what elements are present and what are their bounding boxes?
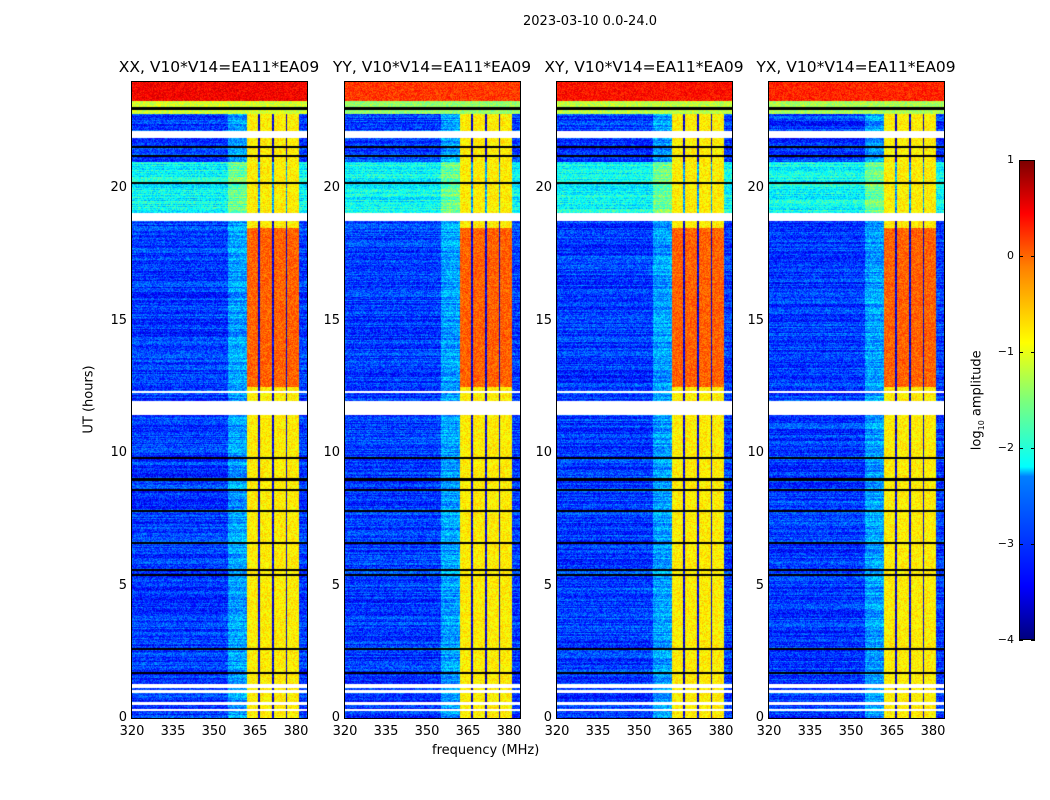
x-tick-label: 380	[496, 724, 522, 739]
x-tick-label: 335	[373, 724, 399, 739]
colorbar-label-text: amplitude	[969, 350, 985, 421]
colorbar-label-log: log	[969, 430, 985, 451]
spectrogram-panel	[768, 81, 945, 719]
y-tick-label: 0	[331, 710, 340, 725]
spectrogram-panel	[131, 81, 308, 719]
x-tick-label: 320	[332, 724, 358, 739]
x-tick-label: 350	[626, 724, 652, 739]
x-tick-label: 365	[242, 724, 268, 739]
y-tick-label: 15	[535, 312, 552, 328]
spectrogram-panel	[344, 81, 521, 719]
panel-title: XY, V10*V14=EA11*EA09	[544, 58, 744, 76]
x-tick-label: 350	[201, 724, 227, 739]
x-tick-label: 380	[283, 724, 309, 739]
spectrogram-heatmap	[132, 82, 307, 718]
x-tick-label: 320	[544, 724, 570, 739]
x-tick-label: 350	[414, 724, 440, 739]
colorbar-tick-label: −3	[997, 537, 1014, 550]
y-tick-label: 10	[747, 445, 764, 460]
y-tick-label: 5	[118, 577, 127, 593]
spectrogram-heatmap	[557, 82, 732, 718]
y-tick-label: 15	[323, 312, 340, 328]
figure-title: 2023-03-10 0.0-24.0	[523, 14, 657, 29]
x-tick-label: 365	[667, 724, 693, 739]
colorbar-tick-label: 1	[1007, 153, 1014, 166]
colorbar-tick-label: 0	[1007, 249, 1014, 262]
x-tick-label: 380	[708, 724, 734, 739]
y-tick-label: 5	[331, 577, 340, 593]
y-tick-label: 20	[323, 180, 340, 195]
y-tick-label: 20	[535, 180, 552, 195]
y-tick-label: 15	[110, 312, 127, 328]
y-axis-label: UT (hours)	[81, 365, 97, 434]
y-tick-label: 20	[110, 180, 127, 195]
y-tick-label: 10	[110, 445, 127, 460]
x-tick-label: 320	[756, 724, 782, 739]
spectrogram-heatmap	[769, 82, 944, 718]
x-tick-label: 320	[119, 724, 145, 739]
x-tick-label: 380	[920, 724, 946, 739]
y-tick-label: 10	[535, 445, 552, 460]
x-tick-label: 365	[879, 724, 905, 739]
panel-title: YX, V10*V14=EA11*EA09	[756, 58, 956, 76]
colorbar-tick-label: −1	[997, 345, 1014, 358]
colorbar-tick-label: −2	[997, 441, 1014, 454]
y-tick-label: 5	[543, 577, 552, 593]
x-tick-label: 335	[160, 724, 186, 739]
y-tick-label: 0	[755, 710, 764, 725]
colorbar-tick-label: −4	[997, 633, 1014, 646]
panel-title: YY, V10*V14=EA11*EA09	[332, 58, 532, 76]
colorbar-label: log10 amplitude	[970, 350, 987, 450]
x-tick-label: 335	[797, 724, 823, 739]
x-tick-label: 365	[455, 724, 481, 739]
colorbar	[1019, 160, 1035, 640]
y-tick-label: 20	[747, 180, 764, 195]
spectrogram-heatmap	[345, 82, 520, 718]
y-tick-label: 0	[543, 710, 552, 725]
y-tick-label: 0	[118, 710, 127, 725]
colorbar-label-base: 10	[977, 420, 987, 431]
panel-title: XX, V10*V14=EA11*EA09	[118, 58, 320, 76]
spectrogram-panel	[556, 81, 733, 719]
x-tick-label: 350	[838, 724, 864, 739]
y-tick-label: 15	[747, 312, 764, 328]
y-tick-label: 10	[323, 445, 340, 460]
y-tick-label: 5	[755, 577, 764, 593]
x-axis-label: frequency (MHz)	[432, 743, 540, 758]
x-tick-label: 335	[585, 724, 611, 739]
